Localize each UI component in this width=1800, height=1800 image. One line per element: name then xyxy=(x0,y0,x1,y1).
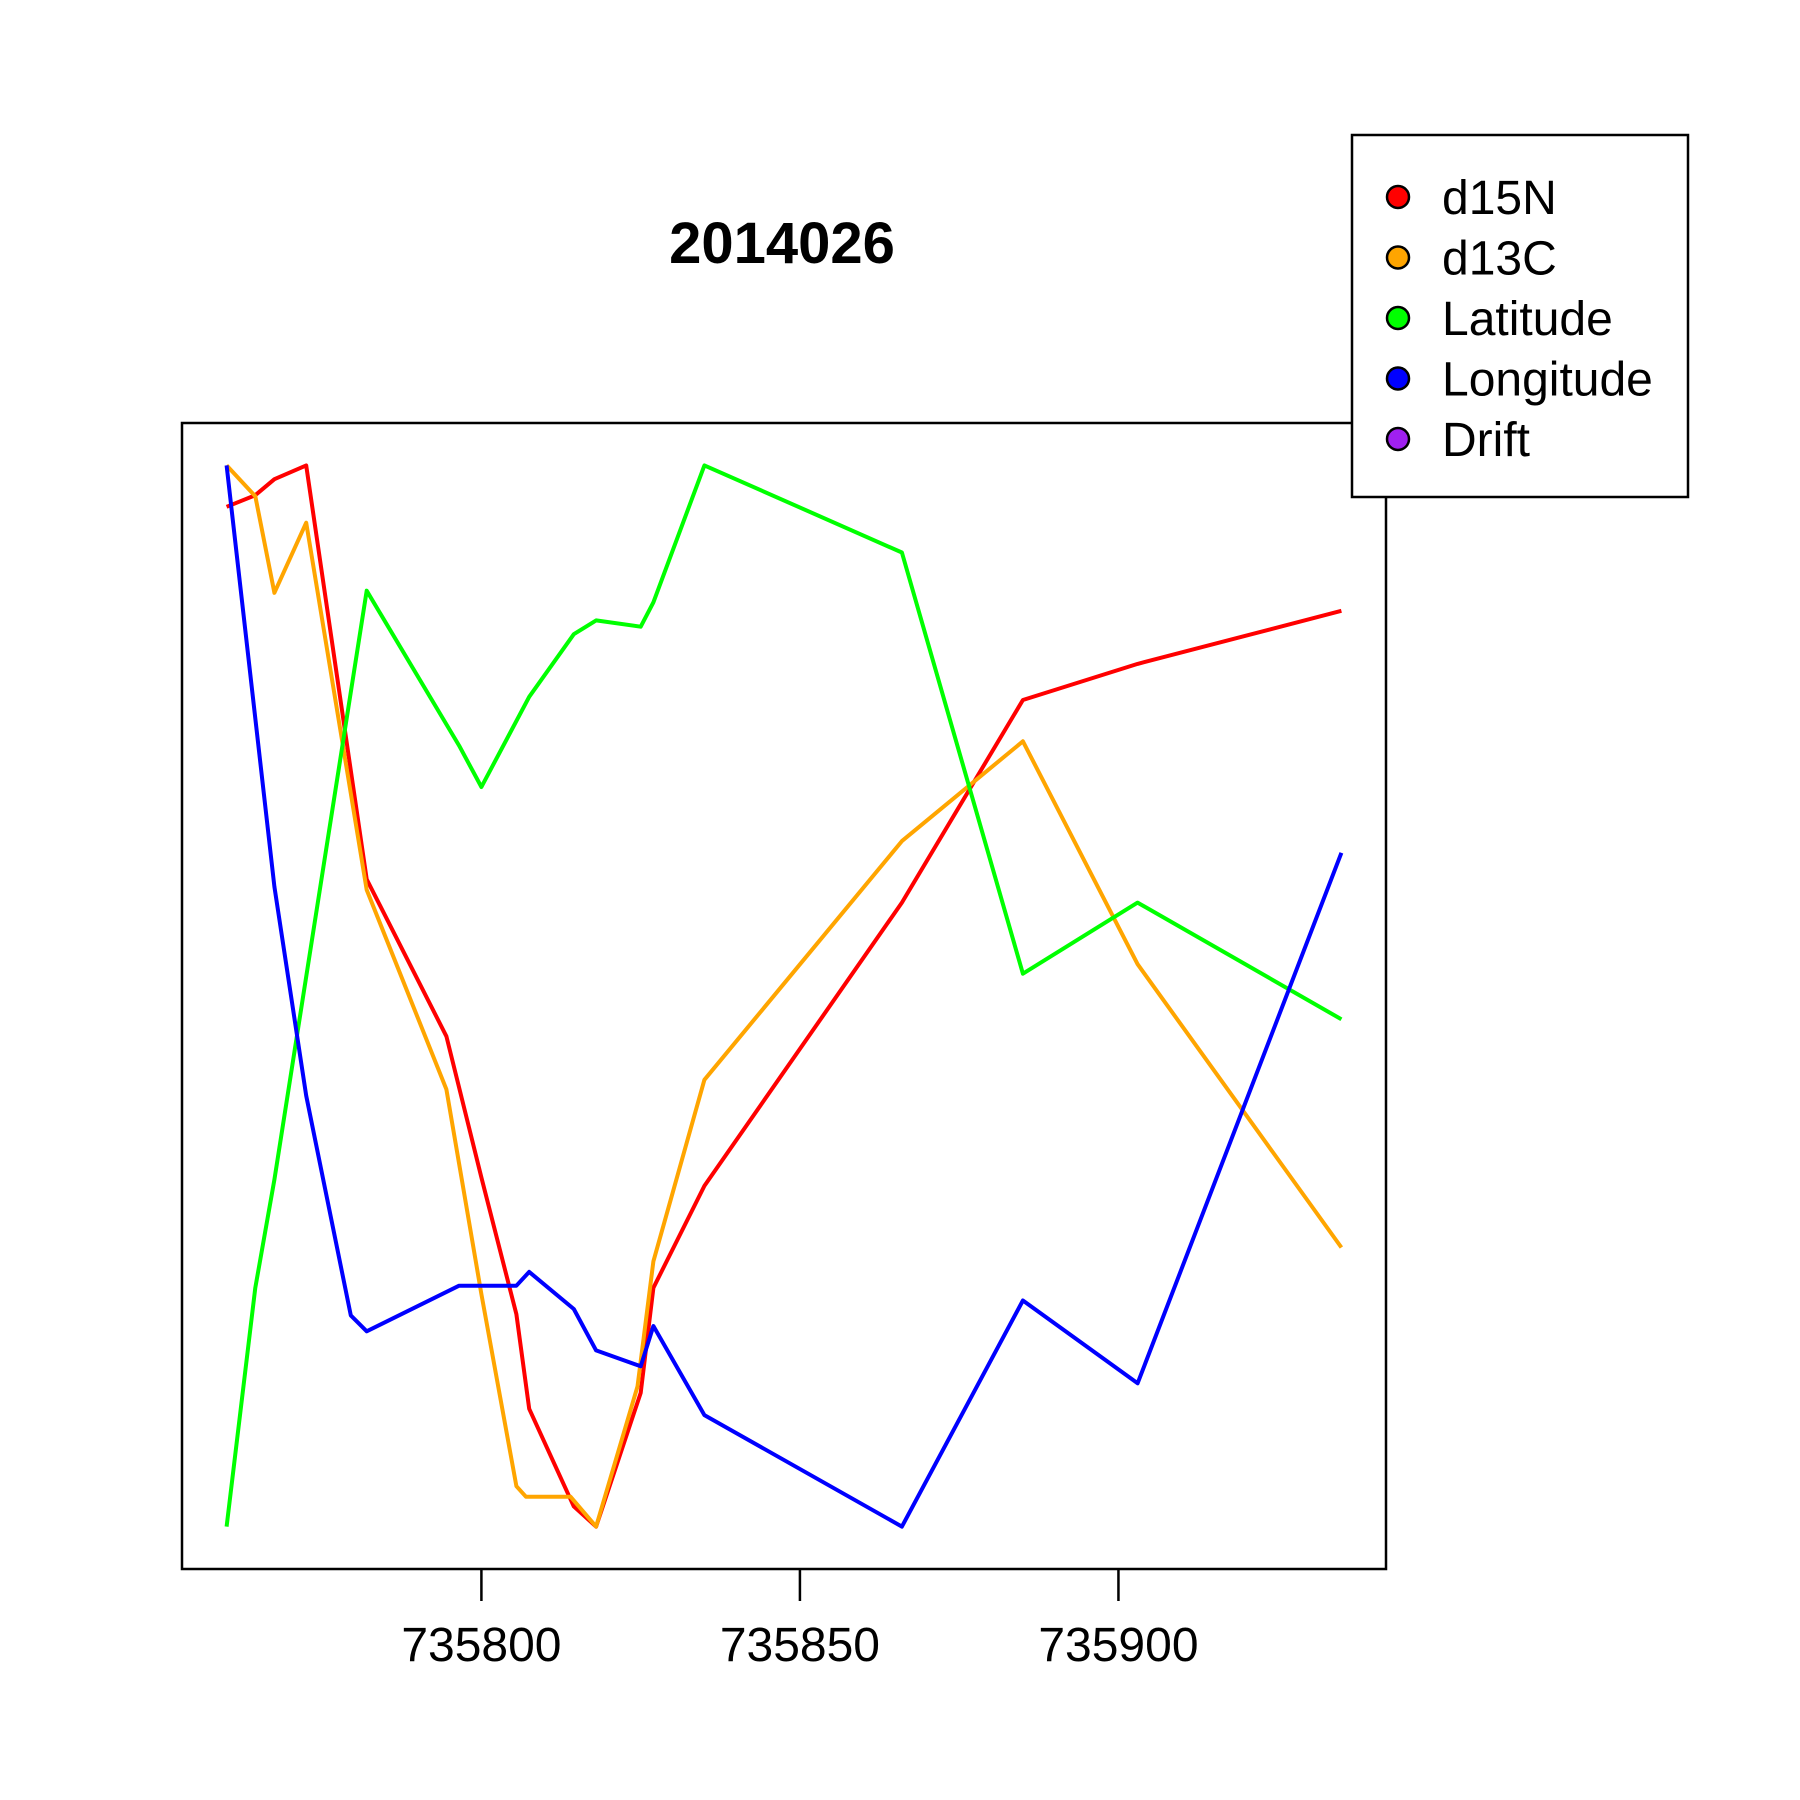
series-layer xyxy=(224,463,1344,1529)
x-axis: 735800 735850 735900 xyxy=(401,1569,1199,1672)
x-tick-label: 735800 xyxy=(401,1619,561,1672)
legend-marker-drift xyxy=(1385,426,1411,452)
x-tick-label: 735900 xyxy=(1038,1619,1198,1672)
series-line-d15n xyxy=(225,463,1342,1529)
legend-label-latitude: Latitude xyxy=(1442,293,1613,346)
legend-label-longitude: Longitude xyxy=(1442,354,1653,407)
x-tick-label: 735850 xyxy=(720,1619,880,1672)
legend-marker-d15n xyxy=(1385,184,1411,210)
series-line-d13c xyxy=(225,464,1344,1529)
chart-title: 2014026 xyxy=(669,211,895,276)
legend-label-d15n: d15N xyxy=(1442,172,1557,225)
legend-label-d13c: d13C xyxy=(1442,233,1557,286)
plot-frame xyxy=(180,421,1388,1571)
legend-items: d15N d13C Latitude Longitude Drift xyxy=(1385,172,1653,467)
series-line-latitude xyxy=(224,463,1343,1527)
legend-marker-d13c xyxy=(1385,245,1411,270)
legend-label-drift: Drift xyxy=(1442,414,1530,467)
legend: d15N d13C Latitude Longitude Drift xyxy=(1350,133,1690,499)
legend-marker-latitude xyxy=(1385,305,1411,331)
series-line-longitude xyxy=(224,465,1344,1529)
legend-marker-longitude xyxy=(1385,366,1411,391)
